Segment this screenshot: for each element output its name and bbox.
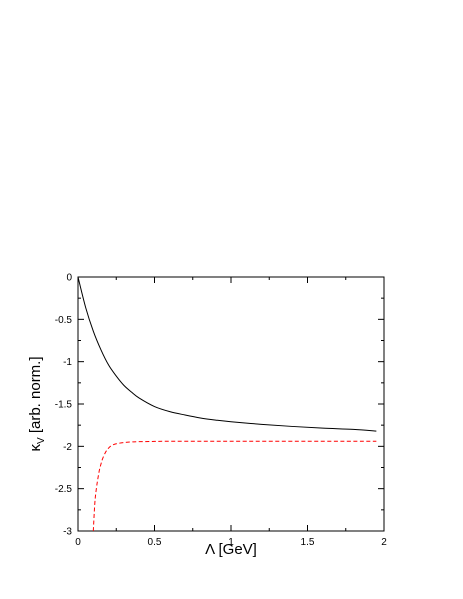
y-axis-label-main: κ (27, 444, 44, 452)
y-tick-label: 0 (66, 273, 72, 284)
plot-frame (77, 276, 385, 532)
series-group (77, 276, 377, 532)
y-axis-label-subscript: V (36, 437, 47, 444)
axis-ticks: 0 0.5 1 1.5 2 0 -0.5 -1 -1.5 -2 -2.5 -3 (55, 273, 387, 549)
x-tick-label: 0.5 (148, 537, 162, 548)
x-tick-label: 2 (381, 537, 387, 548)
x-axis-label: Λ [GeV] (205, 541, 257, 558)
y-tick-label: -0.5 (55, 315, 73, 326)
x-tick-label: 1 (228, 537, 234, 548)
y-tick-label: -2 (63, 442, 72, 453)
y-tick-label: -2.5 (55, 484, 73, 495)
y-axis-label-units: [arb. norm.] (27, 356, 44, 437)
y-tick-label: -1 (63, 357, 72, 368)
y-axis-label: κV [arb. norm.] (27, 356, 47, 451)
x-tick-label: 0 (75, 537, 81, 548)
y-tick-label: -1.5 (55, 400, 73, 411)
y-tick-label: -3 (63, 527, 72, 538)
series-1-line (77, 276, 377, 432)
x-tick-label: 1.5 (301, 537, 315, 548)
series-2-line (92, 440, 377, 532)
